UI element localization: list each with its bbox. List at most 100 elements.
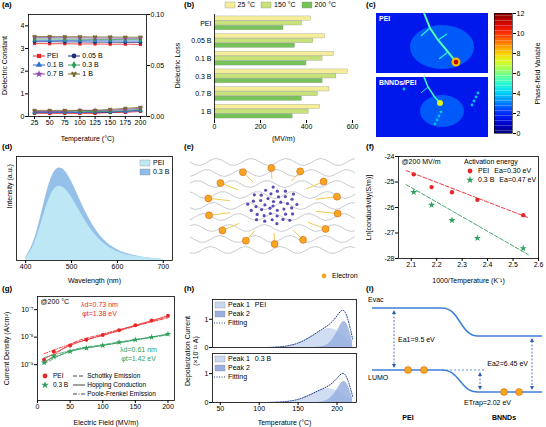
svg-text:200: 200 bbox=[135, 119, 147, 126]
svg-text:Electric Field (MV/m): Electric Field (MV/m) bbox=[74, 419, 139, 427]
svg-text:2.6: 2.6 bbox=[534, 261, 544, 268]
svg-text:0: 0 bbox=[21, 113, 25, 120]
svg-text:Dielectric Loss: Dielectric Loss bbox=[174, 42, 181, 88]
svg-text:0: 0 bbox=[213, 123, 217, 130]
svg-text:@200 MV/m: @200 MV/m bbox=[402, 158, 441, 165]
svg-text:0.3 B: 0.3 B bbox=[195, 73, 212, 80]
svg-text:10⁻⁷: 10⁻⁷ bbox=[21, 306, 34, 313]
svg-text:Current Density (A/cm²): Current Density (A/cm²) bbox=[3, 312, 11, 386]
svg-text:Phase-field Variable: Phase-field Variable bbox=[534, 42, 541, 104]
svg-text:25: 25 bbox=[31, 119, 39, 126]
svg-text:75: 75 bbox=[61, 119, 69, 126]
svg-text:-28: -28 bbox=[384, 255, 394, 262]
svg-text:0: 0 bbox=[205, 399, 209, 406]
svg-text:φt=1.42 eV: φt=1.42 eV bbox=[121, 355, 156, 363]
svg-text:φt=1.38 eV: φt=1.38 eV bbox=[82, 310, 117, 318]
svg-text:@200 °C: @200 °C bbox=[41, 298, 70, 305]
svg-text:10: 10 bbox=[517, 30, 525, 37]
svg-text:Intensity (a.u.): Intensity (a.u.) bbox=[6, 164, 14, 208]
svg-text:150: 150 bbox=[104, 119, 116, 126]
svg-text:λd=0.73 nm: λd=0.73 nm bbox=[81, 301, 118, 308]
html-text:(c): (c) bbox=[366, 0, 376, 9]
svg-text:0.1 B: 0.1 B bbox=[195, 55, 212, 62]
svg-text:6: 6 bbox=[517, 70, 521, 77]
svg-text:0.05 B: 0.05 B bbox=[191, 37, 212, 44]
svg-text:Temperature (°C): Temperature (°C) bbox=[61, 135, 115, 143]
svg-text:0: 0 bbox=[205, 344, 209, 351]
svg-text:100: 100 bbox=[97, 403, 109, 410]
svg-text:Ln[conductivity(S/m)]: Ln[conductivity(S/m)] bbox=[365, 175, 373, 240]
svg-text:4: 4 bbox=[517, 90, 521, 97]
svg-text:1: 1 bbox=[21, 90, 25, 97]
svg-text:2.3: 2.3 bbox=[457, 261, 467, 268]
svg-text:1: 1 bbox=[205, 316, 209, 323]
svg-text:-26: -26 bbox=[384, 204, 394, 211]
svg-text:10⁻⁸: 10⁻⁸ bbox=[21, 333, 34, 340]
svg-text:10⁻⁹: 10⁻⁹ bbox=[21, 361, 34, 368]
svg-text:Ea1=9.5 eV: Ea1=9.5 eV bbox=[398, 336, 435, 343]
svg-text:2.2: 2.2 bbox=[432, 261, 442, 268]
svg-text:PEI: PEI bbox=[379, 15, 390, 22]
svg-text:0.7 B: 0.7 B bbox=[195, 90, 212, 97]
svg-text:λd=0.61 nm: λd=0.61 nm bbox=[120, 346, 157, 353]
svg-text:(MV/m): (MV/m) bbox=[272, 135, 295, 143]
svg-text:175: 175 bbox=[119, 119, 131, 126]
html-text:(g): (g) bbox=[2, 284, 13, 293]
svg-text:PEI: PEI bbox=[402, 414, 413, 421]
svg-text:3: 3 bbox=[21, 45, 25, 52]
svg-text:Temperature (°C): Temperature (°C) bbox=[258, 419, 312, 427]
html-text:(b): (b) bbox=[184, 0, 195, 9]
svg-text:1000/Temperature (K⁻¹): 1000/Temperature (K⁻¹) bbox=[432, 277, 504, 285]
svg-text:-25: -25 bbox=[384, 178, 394, 185]
html-text:(a): (a) bbox=[2, 0, 12, 9]
svg-text:500: 500 bbox=[66, 263, 78, 270]
svg-text:0: 0 bbox=[517, 130, 521, 137]
svg-text:4: 4 bbox=[21, 22, 25, 29]
svg-text:200: 200 bbox=[331, 405, 343, 412]
svg-text:150: 150 bbox=[292, 405, 304, 412]
svg-text:200: 200 bbox=[255, 123, 267, 130]
svg-text:0: 0 bbox=[36, 403, 40, 410]
svg-text:Dielectric Constant: Dielectric Constant bbox=[1, 36, 8, 95]
html-text:(h): (h) bbox=[184, 284, 195, 293]
svg-text:50: 50 bbox=[66, 403, 74, 410]
svg-text:Wavelength (nm): Wavelength (nm) bbox=[68, 277, 121, 285]
svg-text:BNNDs: BNNDs bbox=[492, 414, 516, 421]
svg-text:PEI: PEI bbox=[200, 20, 211, 27]
svg-text:1: 1 bbox=[205, 370, 209, 377]
svg-text:600: 600 bbox=[112, 263, 124, 270]
svg-text:50: 50 bbox=[216, 405, 224, 412]
svg-text:700: 700 bbox=[157, 263, 169, 270]
svg-text:2.4: 2.4 bbox=[483, 261, 493, 268]
html-text:Depolarization Current (×10⁻¹¹: Depolarization Current (×10⁻¹¹ A) bbox=[184, 315, 199, 386]
html-text:(e): (e) bbox=[184, 142, 194, 151]
svg-text:2: 2 bbox=[21, 67, 25, 74]
html-text:(d): (d) bbox=[2, 142, 13, 151]
svg-text:1 B: 1 B bbox=[201, 108, 212, 115]
svg-text:8: 8 bbox=[517, 50, 521, 57]
svg-text:150: 150 bbox=[130, 403, 142, 410]
svg-text:-24: -24 bbox=[384, 153, 394, 160]
svg-text:100: 100 bbox=[74, 119, 86, 126]
svg-text:BNNDs/PEI: BNNDs/PEI bbox=[379, 79, 416, 86]
svg-text:125: 125 bbox=[89, 119, 101, 126]
svg-text:2.1: 2.1 bbox=[406, 261, 416, 268]
svg-text:2: 2 bbox=[517, 110, 521, 117]
svg-text:Evac: Evac bbox=[368, 296, 384, 303]
svg-text:50: 50 bbox=[46, 119, 54, 126]
svg-text:0.00: 0.00 bbox=[151, 113, 165, 120]
svg-text:100: 100 bbox=[253, 405, 265, 412]
svg-text:200: 200 bbox=[162, 403, 174, 410]
html-text:(f): (f) bbox=[366, 142, 374, 151]
svg-text:600: 600 bbox=[347, 123, 359, 130]
svg-text:2.5: 2.5 bbox=[508, 261, 518, 268]
svg-text:Ea2=6.45 eV: Ea2=6.45 eV bbox=[487, 360, 528, 367]
svg-text:ETrap=2.02 eV: ETrap=2.02 eV bbox=[464, 399, 511, 407]
svg-text:12: 12 bbox=[517, 10, 525, 17]
svg-text:400: 400 bbox=[20, 263, 32, 270]
svg-text:0.05: 0.05 bbox=[151, 62, 165, 69]
svg-text:0.10: 0.10 bbox=[151, 11, 165, 18]
svg-text:400: 400 bbox=[301, 123, 313, 130]
svg-text:-27: -27 bbox=[384, 229, 394, 236]
svg-text:LUMO: LUMO bbox=[368, 374, 389, 381]
